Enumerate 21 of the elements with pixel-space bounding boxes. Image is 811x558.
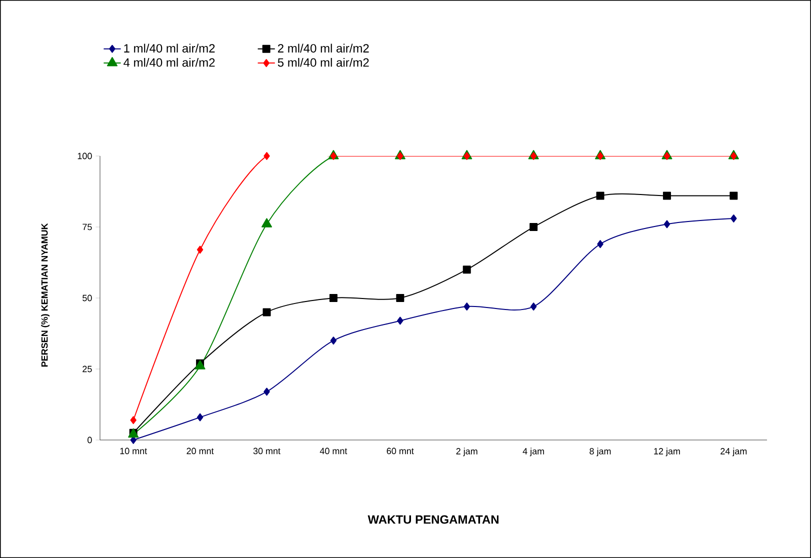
legend-label: 1 ml/40 ml air/m2 (124, 44, 215, 53)
legend-label: 4 ml/40 ml air/m2 (124, 58, 215, 67)
legend-label: 5 ml/40 ml air/m2 (278, 58, 369, 67)
x-tick-label: 60 mnt (386, 448, 414, 454)
y-axis-title: PERSEN (%) KEMATIAN NYAMUK (41, 223, 50, 367)
y-tick-label: 100 (78, 152, 92, 160)
y-tick-label: 50 (82, 294, 92, 302)
x-tick-label: 8 jam (590, 448, 611, 456)
y-tick-label: 75 (82, 224, 92, 230)
x-tick-label: 4 jam (522, 448, 544, 456)
x-tick-label: 30 mnt (253, 448, 280, 454)
legend-label: 2 ml/40 ml air/m2 (278, 44, 369, 53)
x-tick-label: 10 mnt (120, 448, 148, 454)
x-tick-label: 40 mnt (320, 448, 348, 454)
x-tick-label: 20 mnt (186, 448, 214, 454)
x-axis-title: WAKTU PENGAMATAN (368, 515, 498, 524)
y-tick-label: 0 (88, 436, 92, 444)
x-tick-label: 24 jam (720, 448, 747, 456)
x-tick-label: 12 jam (654, 448, 680, 456)
y-tick-label: 25 (82, 366, 92, 372)
x-tick-label: 2 jam (456, 448, 478, 456)
